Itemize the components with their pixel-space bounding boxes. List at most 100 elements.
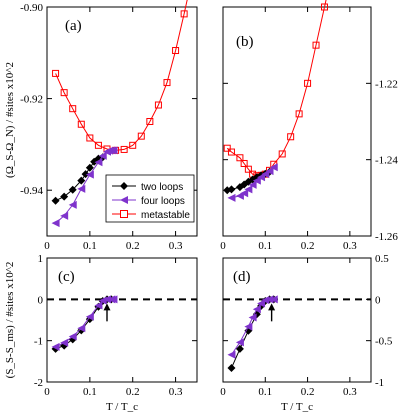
panel-c-xtick-label: 0.1 <box>83 386 97 398</box>
panel-b-two-loops-point <box>227 185 236 194</box>
panel-a-metastable-point <box>94 141 102 149</box>
panel-a-metastable-point <box>69 105 77 113</box>
panel-c-xtick-label: 0 <box>44 386 50 398</box>
panel-b-metastable-point <box>227 148 235 156</box>
panel-a-frame <box>46 6 198 237</box>
panel-a-metastable-point <box>137 132 145 140</box>
panel-c-arrow-head <box>103 303 111 311</box>
panel-d-four-loops-point <box>252 305 261 314</box>
legend-label-two-loops: two loops <box>141 182 183 193</box>
panel-c-four-loops-point <box>94 301 103 310</box>
panel-b-metastable-point <box>295 110 303 118</box>
panel-a-label: (a) <box>65 18 82 34</box>
panel-d-four-loops-point <box>235 338 244 347</box>
panel-b-four-loops-point <box>261 170 270 179</box>
panel-a-two-loops-point <box>81 170 90 179</box>
panel-c-four-loops-line <box>55 298 114 348</box>
panel-a-four-loops-point <box>109 146 118 155</box>
panel-a-four-loops-point <box>51 219 60 228</box>
panel-b-metastable-point <box>312 41 320 49</box>
panel-b-xtick-label: 0.2 <box>301 240 315 252</box>
panel-a-xtick-label: 0.1 <box>83 240 97 252</box>
panel-a-series <box>51 0 188 228</box>
panel-a-metastable-point <box>146 118 154 125</box>
panel-c-four-loops-point <box>68 332 77 341</box>
panel-d-four-loops-point <box>269 295 278 304</box>
panel-a: (a) 0 0.1 0.2 0.3 -0.94 -0.92 -0.90 (Ω_S-Ω_N) … <box>4 0 198 252</box>
panel-d-series <box>223 295 371 372</box>
panel-b-frame <box>222 6 372 237</box>
panel-d-arrow-head <box>268 303 276 311</box>
panel-b-four-loops-point <box>227 193 236 202</box>
panel-a-xtick-label: 0.3 <box>169 240 183 252</box>
panel-a-metastable-point <box>129 141 137 149</box>
panel-b-four-loops-point <box>257 173 266 182</box>
panel-b-metastable-point <box>278 150 286 158</box>
panel-c-four-loops-point <box>77 324 86 333</box>
panel-c-four-loops-point <box>51 342 60 351</box>
panel-b-metastable-point <box>304 79 312 87</box>
panel-c-ytick-label: 1 <box>38 253 44 265</box>
panel-a-metastable-point <box>60 89 68 97</box>
panel-a-four-loops-point <box>60 211 69 220</box>
panel-a-two-loops-point <box>51 196 60 205</box>
panel-b-xtick-label: 0.1 <box>258 240 272 252</box>
panel-a-ylabel: (Ω_S-Ω_N) / #sites x10^2 <box>4 62 16 178</box>
panel-d-ytick-label: -0.5 <box>375 336 393 348</box>
panel-b-four-loops-point <box>252 176 261 185</box>
panel-c-xlabel: T / T_c <box>106 401 138 413</box>
panel-d-four-loops-point <box>248 313 257 322</box>
panel-b-xtick-label: 0.3 <box>343 240 357 252</box>
panel-c-xtick-label: 0.2 <box>126 386 140 398</box>
panel-d-two-loops-line <box>231 298 274 369</box>
panel-d-xlabel: T / T_c <box>281 401 313 413</box>
panel-b-axes: 0 0.1 0.2 0.3 -1.26 -1.24 -1.22 <box>220 7 398 252</box>
panel-a-metastable-point <box>180 10 188 18</box>
panel-a-four-loops-point <box>68 200 77 209</box>
panel-d-frame <box>222 257 372 383</box>
panel-b-four-loops-point <box>248 180 257 189</box>
panel-b-four-loops-point <box>244 185 253 194</box>
panel-d-xtick-label: 0 <box>220 386 226 398</box>
panel-c-label: (c) <box>58 269 75 285</box>
panel-d-label: (d) <box>233 269 251 285</box>
panel-d-xtick-label: 0.3 <box>343 386 357 398</box>
panel-a-metastable-point <box>120 145 128 153</box>
panel-d-axes: 0 0.1 0.2 0.3 -1 -0.5 0 0.5 <box>220 253 393 398</box>
panel-b: (b) 0 0.1 0.2 0.3 -1.26 -1.24 -1.22 <box>220 0 398 252</box>
panel-a-two-loops-point <box>68 185 77 194</box>
panel-a-two-loops-point <box>85 163 94 172</box>
panel-a-metastable-line <box>55 0 188 151</box>
legend-marker-metastable <box>120 210 128 218</box>
panel-b-metastable-point <box>240 159 248 167</box>
panel-a-ytick-label: -0.92 <box>20 94 43 106</box>
panel-a-metastable-point <box>163 79 171 87</box>
panel-a-metastable-point <box>154 101 162 109</box>
panel-c-ylabel: (S_S-S_ms) / #sites x10^2 <box>4 262 16 379</box>
panel-b-metastable-point <box>244 165 252 173</box>
legend: two loops four loops metastable <box>105 174 195 223</box>
panel-c-four-loops-point <box>109 295 118 304</box>
panel-c: (c) 0 0.1 0.2 0.3 -2 -1 0 1 (S_S-S_ms) / #sites… <box>4 253 198 413</box>
panel-d-xtick-label: 0.1 <box>258 386 272 398</box>
panel-c-four-loops-point <box>85 312 94 321</box>
panel-c-ytick-label: -2 <box>34 377 43 389</box>
panel-d-four-loops-point <box>261 296 270 305</box>
panel-a-ytick-label: -0.90 <box>20 2 43 14</box>
panel-d-two-loops-point <box>227 363 236 372</box>
panel-c-ytick-label: 0 <box>38 294 44 306</box>
panel-b-four-loops-point <box>240 189 249 198</box>
legend-marker-four-loops <box>120 196 128 204</box>
panel-b-metastable-point <box>320 3 328 11</box>
panel-b-four-loops-point <box>269 163 278 172</box>
panel-b-ytick-label: -1.26 <box>375 231 398 243</box>
panel-c-xtick-label: 0.3 <box>169 386 183 398</box>
panel-a-four-loops-point <box>77 184 86 193</box>
panel-c-series <box>47 295 197 353</box>
panel-d-four-loops-point <box>244 322 253 331</box>
panel-a-two-loops-point <box>77 176 86 185</box>
panel-d-ytick-label: -1 <box>375 377 384 389</box>
panel-b-ytick-label: -1.22 <box>375 78 398 90</box>
panel-a-metastable-point <box>77 120 85 128</box>
